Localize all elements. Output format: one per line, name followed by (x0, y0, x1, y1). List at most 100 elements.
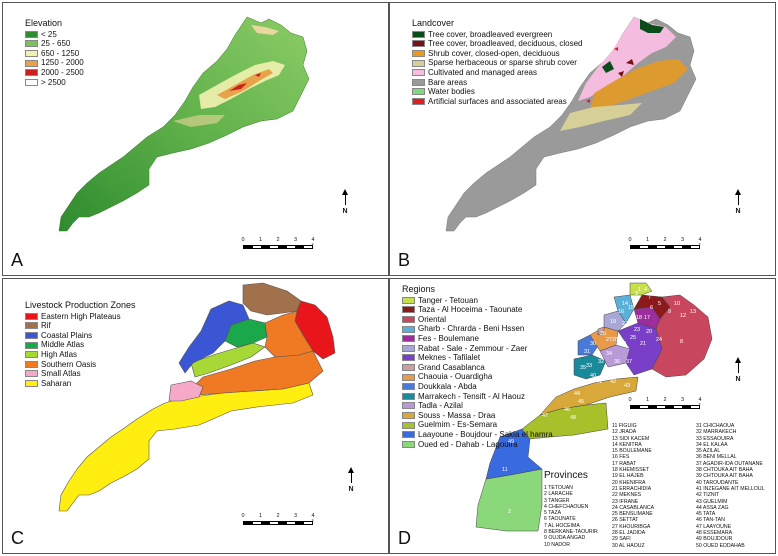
scale-segment (303, 522, 312, 524)
legend-item: Middle Atlas (25, 340, 136, 350)
region-number-label: 11 (502, 467, 508, 473)
province-entry: 17 RABAT (612, 460, 637, 467)
region-number-label: 32 (598, 359, 605, 365)
legend-title: Landcover (412, 18, 455, 28)
province-entry: 43 GUELMIM (696, 498, 728, 505)
scale-tick-label: 3 (680, 237, 685, 243)
region-number-label: 37 (626, 359, 633, 365)
province-entry: 37 AGADIR-IDA OUTANANE (696, 460, 763, 467)
region-number-label: 50 (544, 443, 551, 449)
region-number-label: 18 (636, 315, 643, 321)
scale-segment (690, 246, 699, 248)
province-entry: 3 TANGER (544, 497, 570, 504)
legend-swatch (402, 364, 415, 372)
scale-tick-label: 2 (276, 237, 280, 243)
north-label: N (348, 486, 354, 493)
legend-label: Middle Atlas (41, 340, 85, 350)
province-entry: 42 TIZNIT (696, 492, 720, 499)
legend-item: Chaouia - Ouardigha (402, 372, 553, 382)
panel-elevation: Elevation < 25 25 - 650 650 - 1250 1250 … (2, 2, 389, 276)
legend-swatch (402, 421, 415, 429)
province-entry: 9 OUJDA ANGAD (544, 535, 586, 542)
scale-bar: 0 1 2 3 4 ° (628, 237, 702, 251)
panel-landcover: Landcover Tree cover, broadleaved evergr… (389, 2, 776, 276)
province-entry: 27 KHOURIBGA (612, 523, 651, 530)
scale-segment (261, 246, 270, 248)
southern-oasis-zone (190, 350, 324, 396)
region-number-label: 44 (574, 391, 581, 397)
legend-swatch (25, 78, 38, 86)
region-number-label: 48 (570, 415, 577, 421)
legend-label: Cultivated and managed areas (428, 67, 537, 77)
scale-tick-label: 3 (293, 513, 298, 519)
legend-item: Shrub cover, closed-open, deciduous (412, 49, 582, 59)
legend-swatch (412, 40, 425, 48)
region-number-label: 21 (640, 341, 647, 347)
scale-segment (261, 522, 270, 524)
legend-item: Rabat - Sale - Zemmour - Zaer (402, 344, 553, 354)
scale-segment (244, 522, 253, 524)
rif-ridge (251, 25, 279, 35)
legend-item: 650 - 1250 (25, 49, 84, 59)
region-number-label: 9 (668, 309, 672, 315)
legend-label: Doukkala - Abda (418, 381, 477, 391)
province-entry: 31 CHICHAOUA (696, 423, 735, 429)
province-entry: 1 TETOUAN (544, 485, 573, 491)
scale-bar-segments (243, 245, 313, 249)
legend-item: Souss - Massa - Draa (402, 411, 553, 421)
scale-ticks: 0 1 2 3 4 ° (628, 397, 701, 409)
scale-bar: 0 1 2 3 4 ° (241, 237, 315, 251)
province-entry: 46 TAN-TAN (696, 517, 725, 524)
region-number-label: 46 (564, 407, 571, 413)
province-entry: 28 EL JADIDA (612, 530, 646, 537)
legend-swatch (25, 360, 38, 368)
region-number-label: 23 (634, 327, 641, 333)
panel-letter: D (398, 528, 411, 548)
legend-item: Water bodies (412, 87, 582, 97)
legend-item: < 25 (25, 30, 84, 40)
scale-tick-label: 2 (663, 397, 667, 403)
region-oriental (651, 294, 713, 378)
legend-swatch (402, 392, 415, 400)
north-arrow-icon (347, 467, 354, 483)
legend-label: Southern Oasis (41, 359, 97, 369)
legend-swatch (25, 332, 38, 340)
region-number-label: 19 (610, 319, 617, 325)
legend-swatch (402, 325, 415, 333)
region-number-label: 29 (620, 341, 627, 347)
region-number-label: 36 (614, 359, 621, 365)
panel-letter: A (11, 250, 24, 270)
legend-label: Rabat - Sale - Zemmour - Zaer (418, 343, 528, 353)
province-entry: 8 BERKANE-TAOURIR (544, 529, 598, 536)
scale-tick-label: 0 (628, 237, 632, 243)
scale-segment (278, 522, 287, 524)
legend-swatch (402, 431, 415, 439)
legend-label: 25 - 650 (41, 39, 71, 49)
sparse-zone (560, 103, 642, 131)
legend-item: Grand Casablanca (402, 363, 553, 373)
legend-item: Tree cover, broadleaved, deciduous, clos… (412, 39, 582, 49)
legend-swatch (25, 50, 38, 58)
scale-segment (269, 246, 278, 248)
legend-label: Shrub cover, closed-open, deciduous (428, 48, 560, 58)
province-entry: 33 ESSAOUIRA (696, 435, 734, 442)
legend-item: Doukkala - Abda (402, 382, 553, 392)
regions-map (475, 282, 713, 532)
scale-tick-label: 4 ° (311, 237, 315, 249)
province-entry: 6 TAOUNATE (544, 516, 576, 523)
legend-label: > 2500 (41, 77, 66, 87)
scale-tick-label: 4 ° (698, 397, 702, 409)
legend-item: Tadla - Azilal (402, 401, 553, 411)
saharan-zone (58, 382, 314, 512)
livestock-zones-map (58, 282, 336, 512)
scale-segment (682, 406, 691, 408)
province-entry: 30 AL HAOUZ (612, 542, 645, 549)
province-entry: 20 KHENIFRA (612, 479, 646, 486)
region-number-label: 38 (620, 367, 627, 373)
middle-atlas-zone (224, 318, 268, 348)
province-entry: 15 BOULEMANE (612, 448, 652, 455)
legend-item: Rif (25, 321, 136, 331)
legend-label: Laayoune - Boujdour - Sakia el hamra (418, 429, 553, 439)
north-arrow: N (339, 189, 351, 215)
province-entry: 4 CHEFCHAOUEN (544, 503, 589, 510)
